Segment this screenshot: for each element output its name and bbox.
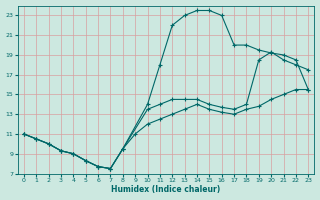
X-axis label: Humidex (Indice chaleur): Humidex (Indice chaleur) <box>111 185 221 194</box>
